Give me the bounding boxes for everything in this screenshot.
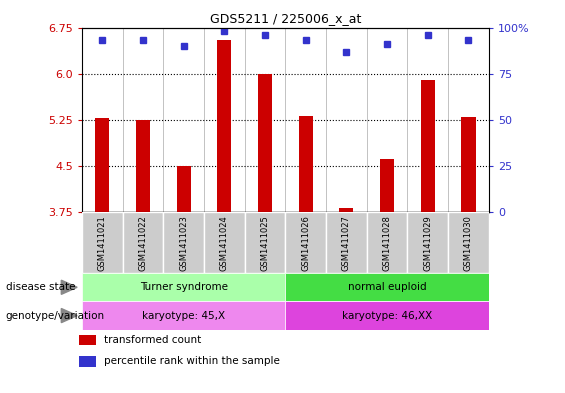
Bar bbox=[448, 212, 489, 273]
Bar bbox=[204, 212, 245, 273]
Bar bbox=[123, 212, 163, 273]
Text: karyotype: 45,X: karyotype: 45,X bbox=[142, 310, 225, 321]
Text: GSM1411030: GSM1411030 bbox=[464, 215, 473, 271]
Text: Turner syndrome: Turner syndrome bbox=[140, 282, 228, 292]
Text: genotype/variation: genotype/variation bbox=[6, 310, 105, 321]
Bar bbox=[217, 40, 232, 212]
Bar bbox=[79, 356, 95, 367]
Bar bbox=[95, 118, 110, 212]
Text: GSM1411021: GSM1411021 bbox=[98, 215, 107, 270]
Bar bbox=[285, 28, 326, 212]
Bar bbox=[298, 116, 313, 212]
Bar bbox=[204, 28, 245, 212]
Bar bbox=[285, 212, 326, 273]
Bar bbox=[82, 28, 123, 212]
Bar bbox=[339, 208, 354, 212]
Bar bbox=[176, 166, 191, 212]
Bar bbox=[82, 273, 285, 301]
Text: GSM1411022: GSM1411022 bbox=[138, 215, 147, 270]
Polygon shape bbox=[62, 280, 77, 294]
Bar bbox=[367, 212, 407, 273]
Bar bbox=[461, 117, 476, 212]
Title: GDS5211 / 225006_x_at: GDS5211 / 225006_x_at bbox=[210, 12, 361, 25]
Bar bbox=[420, 80, 435, 212]
Text: GSM1411028: GSM1411028 bbox=[383, 215, 392, 271]
Bar bbox=[136, 120, 150, 212]
Bar bbox=[163, 212, 204, 273]
Text: karyotype: 46,XX: karyotype: 46,XX bbox=[342, 310, 432, 321]
Bar bbox=[326, 212, 367, 273]
Text: normal euploid: normal euploid bbox=[347, 282, 427, 292]
Text: transformed count: transformed count bbox=[104, 335, 201, 345]
Bar bbox=[245, 212, 285, 273]
Bar bbox=[285, 301, 489, 330]
Bar bbox=[245, 28, 285, 212]
Text: percentile rank within the sample: percentile rank within the sample bbox=[104, 356, 280, 366]
Polygon shape bbox=[62, 309, 77, 323]
Text: GSM1411023: GSM1411023 bbox=[179, 215, 188, 271]
Bar bbox=[367, 28, 407, 212]
Bar bbox=[258, 73, 272, 212]
Bar bbox=[82, 301, 285, 330]
Text: GSM1411025: GSM1411025 bbox=[260, 215, 270, 270]
Bar bbox=[407, 212, 448, 273]
Bar bbox=[326, 28, 367, 212]
Text: GSM1411026: GSM1411026 bbox=[301, 215, 310, 271]
Bar bbox=[448, 28, 489, 212]
Bar bbox=[82, 212, 123, 273]
Bar bbox=[407, 28, 448, 212]
Text: disease state: disease state bbox=[6, 282, 75, 292]
Text: GSM1411024: GSM1411024 bbox=[220, 215, 229, 270]
Bar bbox=[79, 335, 95, 345]
Bar bbox=[285, 273, 489, 301]
Text: GSM1411029: GSM1411029 bbox=[423, 215, 432, 270]
Bar bbox=[380, 159, 394, 212]
Bar bbox=[123, 28, 163, 212]
Bar bbox=[163, 28, 204, 212]
Text: GSM1411027: GSM1411027 bbox=[342, 215, 351, 271]
